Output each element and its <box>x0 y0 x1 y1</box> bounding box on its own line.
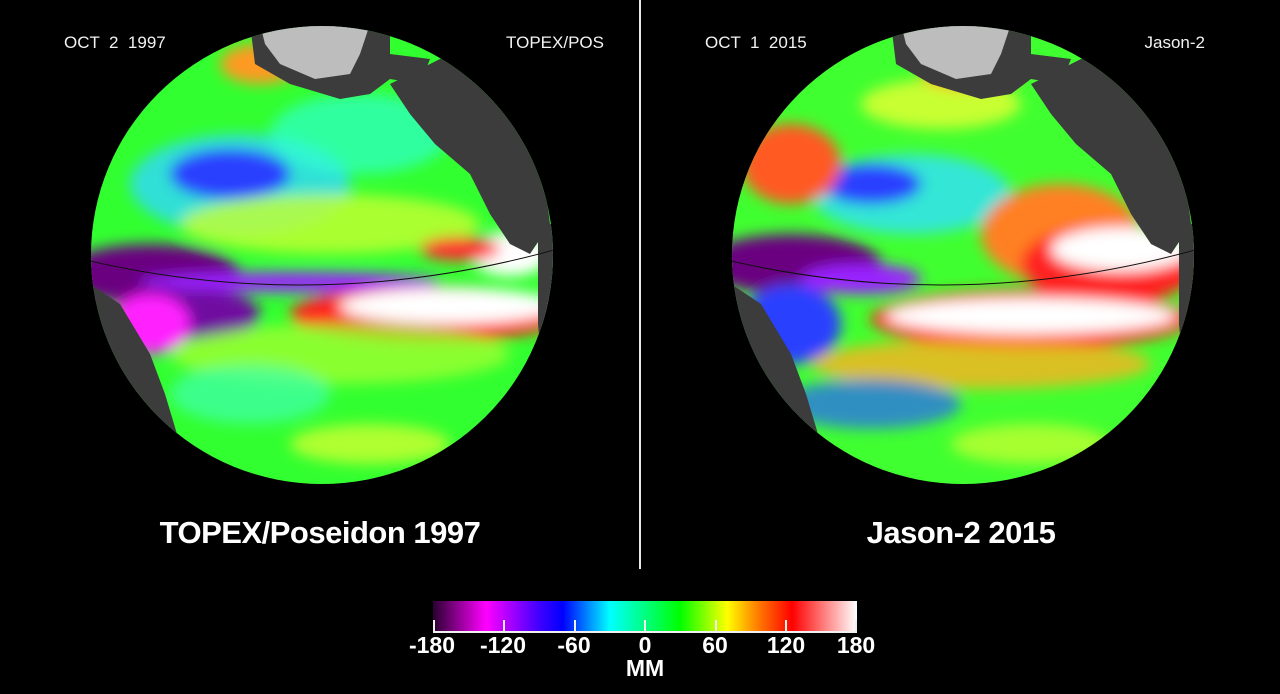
colorbar-axis <box>433 631 857 633</box>
colorbar-tick-label: 180 <box>836 632 876 658</box>
colorbar-unit-label: MM <box>625 655 665 681</box>
panel-1997: OCT 2 1997 TOPEX/POS <box>0 0 640 570</box>
colorbar-tick-label: 60 <box>702 632 728 658</box>
colorbar <box>433 601 857 633</box>
colorbar-tick <box>855 620 857 632</box>
colorbar-tick <box>644 620 646 632</box>
globe-map-1997 <box>90 24 554 486</box>
divider-line <box>639 0 641 569</box>
globe-map-2015 <box>731 24 1195 486</box>
panel-2015: OCT 1 2015 Jason-2 <box>641 0 1280 570</box>
date-label: OCT 1 2015 <box>705 33 807 52</box>
colorbar-tick-label: 0 <box>638 632 652 658</box>
panel-title: Jason-2 2015 <box>866 515 1056 550</box>
colorbar-tick <box>574 620 576 632</box>
colorbar-tick <box>785 620 787 632</box>
colorbar-tick-label: -180 <box>408 632 456 658</box>
colorbar-tick-label: 120 <box>766 632 806 658</box>
globe-icon <box>732 26 1194 484</box>
colorbar-tick <box>433 620 435 632</box>
globe-icon <box>91 26 553 484</box>
colorbar-tick <box>503 620 505 632</box>
colorbar-tick-label: -60 <box>557 632 591 658</box>
colorbar-tick-label: -120 <box>479 632 527 658</box>
panel-title: TOPEX/Poseidon 1997 <box>159 515 481 550</box>
satellite-label: Jason-2 <box>1144 33 1205 52</box>
colorbar-tick <box>715 620 717 632</box>
satellite-label: TOPEX/POS <box>506 33 604 52</box>
date-label: OCT 2 1997 <box>64 33 166 52</box>
